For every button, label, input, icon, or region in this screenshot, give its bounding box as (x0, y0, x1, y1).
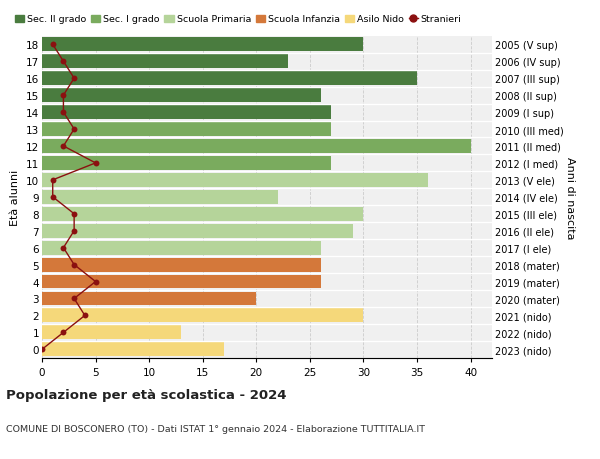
Bar (42, 207, 364, 221)
Bar (42, 72, 417, 86)
Point (48, 194, 58, 201)
Point (70, 211, 79, 218)
Point (59, 329, 68, 336)
Text: Popolazione per età scolastica - 2024: Popolazione per età scolastica - 2024 (6, 388, 287, 401)
Bar (42, 326, 181, 340)
Bar (42, 190, 278, 204)
Bar (42, 157, 331, 170)
Point (59, 58, 68, 66)
Bar (42, 140, 470, 154)
Bar (42, 342, 224, 357)
Bar (42, 258, 320, 272)
Point (70, 75, 79, 83)
Y-axis label: Età alunni: Età alunni (10, 169, 20, 225)
Bar (42, 106, 331, 120)
Bar (42, 89, 320, 103)
Bar (42, 55, 289, 69)
Point (48, 41, 58, 49)
Bar (42, 275, 320, 289)
Point (70, 261, 79, 269)
Point (91, 160, 100, 167)
Point (70, 295, 79, 302)
Bar (42, 224, 353, 238)
Point (59, 109, 68, 117)
Point (59, 143, 68, 150)
Bar (42, 38, 364, 52)
Point (59, 92, 68, 100)
Point (80, 312, 89, 319)
Point (70, 228, 79, 235)
Y-axis label: Anni di nascita: Anni di nascita (565, 156, 575, 239)
Bar (42, 241, 320, 255)
Bar (42, 174, 428, 187)
Point (59, 245, 68, 252)
Point (48, 177, 58, 184)
Text: COMUNE DI BOSCONERO (TO) - Dati ISTAT 1° gennaio 2024 - Elaborazione TUTTITALIA.: COMUNE DI BOSCONERO (TO) - Dati ISTAT 1°… (6, 425, 425, 434)
Point (37, 346, 47, 353)
Legend: Sec. II grado, Sec. I grado, Scuola Primaria, Scuola Infanzia, Asilo Nido, Stran: Sec. II grado, Sec. I grado, Scuola Prim… (11, 11, 466, 28)
Bar (42, 309, 364, 323)
Point (91, 278, 100, 285)
Bar (42, 123, 331, 137)
Point (70, 126, 79, 134)
Bar (42, 292, 256, 306)
